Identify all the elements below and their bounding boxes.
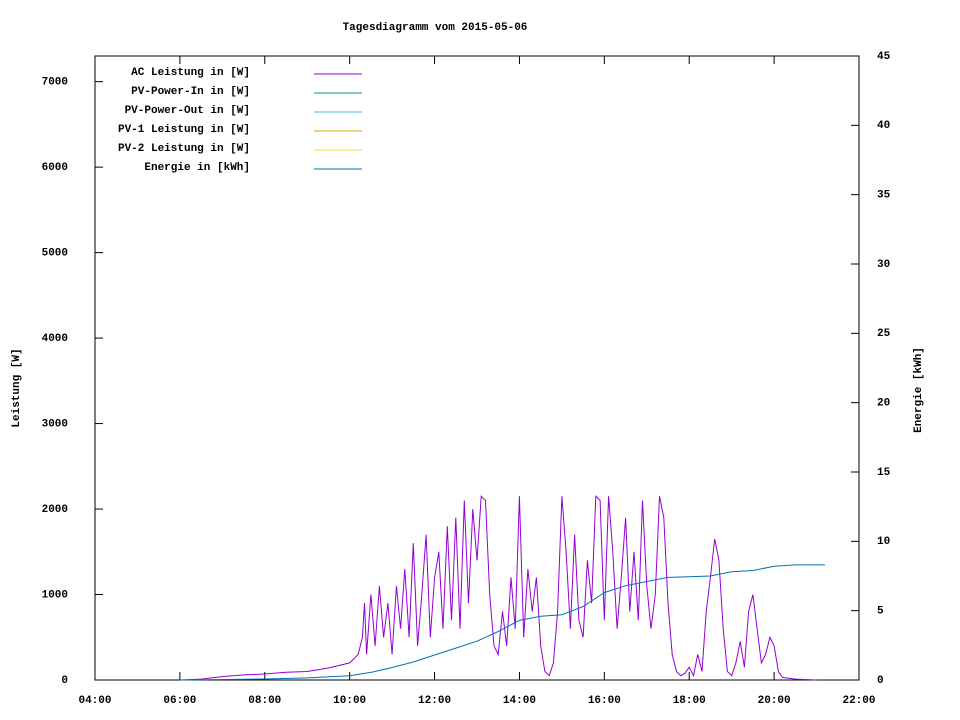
x-tick-label: 04:00 (78, 695, 111, 707)
x-tick-label: 10:00 (333, 695, 366, 707)
y2-tick-label: 25 (877, 328, 891, 340)
y2-tick-label: 35 (877, 190, 891, 202)
y2-tick-label: 30 (877, 259, 890, 271)
y2-tick-label: 15 (877, 467, 891, 479)
x-tick-label: 08:00 (248, 695, 281, 707)
y2-tick-label: 45 (877, 51, 891, 63)
legend-label: Energie in [kWh] (144, 162, 250, 174)
x-tick-label: 22:00 (842, 695, 875, 707)
x-tick-label: 20:00 (758, 695, 791, 707)
x-tick-label: 16:00 (588, 695, 621, 707)
y-tick-label: 2000 (42, 504, 68, 516)
y-tick-label: 5000 (42, 248, 68, 260)
y2-tick-label: 10 (877, 536, 890, 548)
legend-label: AC Leistung in [W] (131, 67, 250, 79)
plot-frame (94, 55, 860, 681)
legend-label: PV-Power-Out in [W] (125, 105, 250, 117)
legend-label: PV-Power-In in [W] (131, 86, 250, 98)
legend-label: PV-1 Leistung in [W] (118, 124, 250, 136)
y-tick-label: 3000 (42, 418, 68, 430)
y2-axis-label: Energie [kWh] (913, 347, 925, 433)
legend-label: PV-2 Leistung in [W] (118, 143, 250, 155)
x-tick-label: 06:00 (163, 695, 196, 707)
y2-tick-label: 40 (877, 120, 890, 132)
y-tick-label: 7000 (42, 77, 68, 89)
x-tick-label: 12:00 (418, 695, 451, 707)
x-tick-label: 14:00 (503, 695, 536, 707)
y-axis-label: Leistung [W] (11, 348, 23, 427)
y-tick-label: 4000 (42, 333, 68, 345)
y-tick-label: 1000 (42, 589, 68, 601)
y-tick-label: 0 (61, 675, 68, 687)
y2-tick-label: 0 (877, 675, 884, 687)
y-tick-label: 6000 (42, 162, 68, 174)
series-line (179, 495, 817, 681)
x-tick-label: 18:00 (673, 695, 706, 707)
y2-tick-label: 20 (877, 398, 890, 410)
series-line (179, 564, 825, 681)
y2-tick-label: 5 (877, 606, 884, 618)
chart-title: Tagesdiagramm vom 2015-05-06 (343, 22, 528, 34)
